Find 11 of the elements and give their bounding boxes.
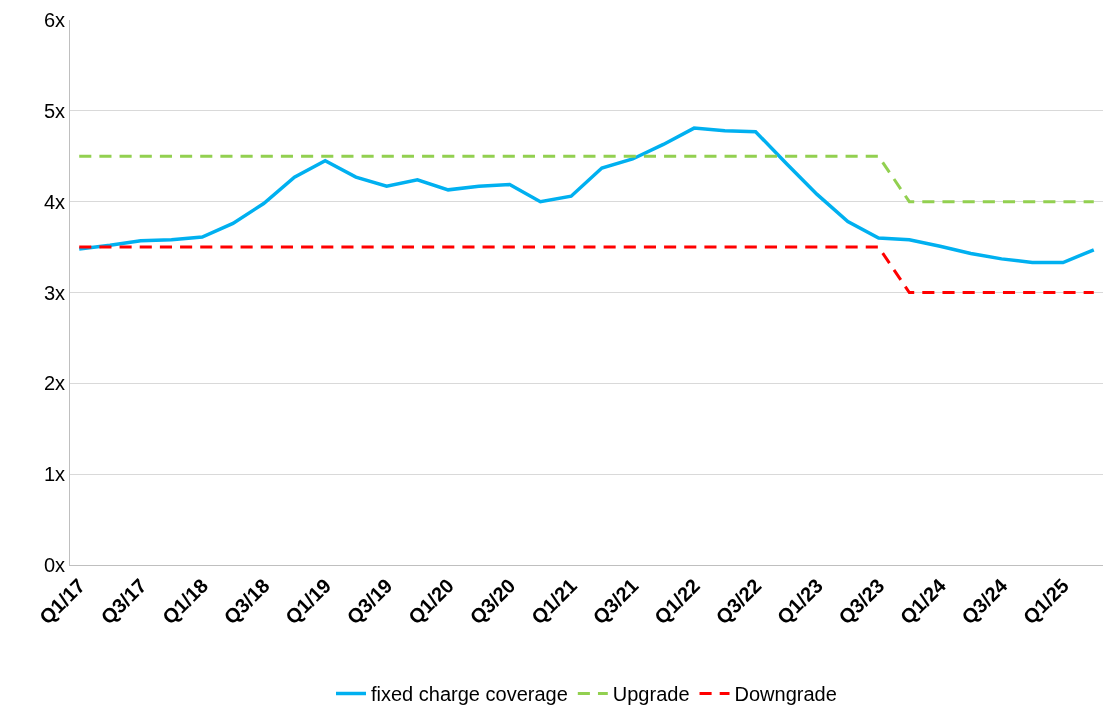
y-tick-label: 2x (43, 372, 65, 395)
legend-label: Downgrade (734, 683, 837, 706)
y-tick-label: 5x (43, 99, 65, 122)
y-tick-label: 4x (43, 190, 65, 213)
legend-label: Upgrade (612, 683, 690, 706)
y-tick-label: 1x (43, 463, 65, 486)
line-series (77, 126, 1096, 265)
y-tick-label: 0x (43, 554, 65, 576)
y-tick-label: 3x (43, 281, 65, 304)
y-tick-label: 6x (43, 9, 65, 31)
legend-label: fixed charge coverage (371, 683, 568, 706)
